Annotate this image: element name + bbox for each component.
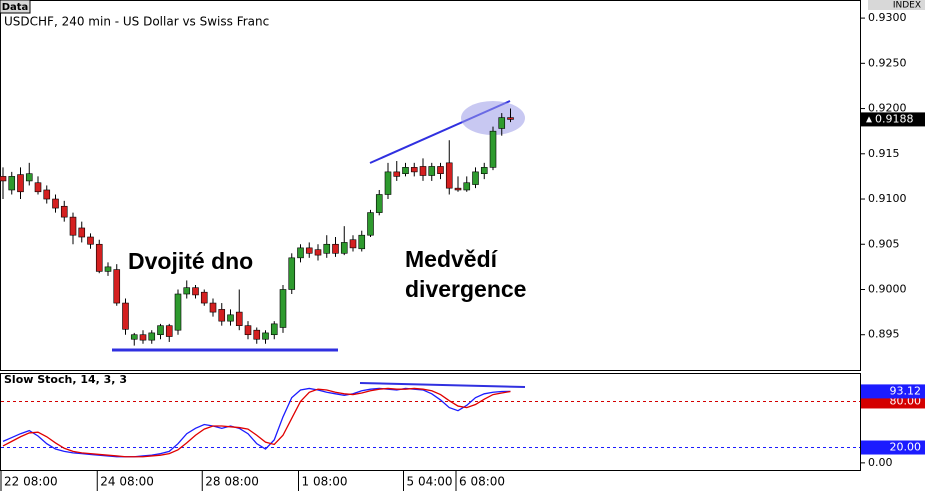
price-marker-arrow <box>866 116 872 123</box>
candle-body <box>17 174 24 193</box>
candle-body <box>270 323 278 336</box>
index-tab <box>868 0 925 10</box>
candle-body <box>34 182 42 193</box>
candle-body <box>507 117 514 120</box>
value-marker-label: 93.12 <box>890 384 922 397</box>
candle-body <box>297 247 304 259</box>
annotation: Medvědí divergence <box>405 246 527 302</box>
candle-body <box>445 162 453 189</box>
data-tab <box>0 0 31 14</box>
candle-body <box>95 243 103 272</box>
highlight <box>461 101 525 135</box>
candle-body <box>332 243 339 254</box>
candle-body <box>480 167 488 174</box>
candle-body <box>8 176 16 191</box>
y-tick-label: 0.9300 <box>868 11 907 24</box>
candle-body <box>253 329 261 340</box>
candle-body <box>148 332 156 341</box>
candle-body <box>104 266 112 272</box>
candle-body <box>87 236 94 245</box>
candle-body <box>69 216 77 236</box>
candle-body <box>279 289 287 328</box>
x-tick-label: 5 04:00 <box>407 475 453 489</box>
candle-body <box>454 187 462 191</box>
x-tick-label: 24 08:00 <box>100 475 154 489</box>
x-tick-label: 6 08:00 <box>459 475 505 489</box>
y-tick-label: 0.00 <box>868 456 893 469</box>
candle-body <box>165 325 173 337</box>
price-panel <box>0 0 861 371</box>
candle-body <box>0 176 7 182</box>
y-tick-label: 0.9200 <box>868 102 907 115</box>
candle-body <box>130 334 138 340</box>
candle-body <box>25 173 33 182</box>
candle-body <box>305 247 313 254</box>
candle-body <box>437 166 444 174</box>
price-marker-label: 0.9188 <box>875 112 914 125</box>
level-box <box>861 440 925 455</box>
candle-body <box>244 325 252 336</box>
y-tick-label: 0.905 <box>868 237 900 250</box>
candle-body <box>192 287 199 296</box>
y-tick-label: 0.895 <box>868 328 900 341</box>
candle-body <box>367 212 374 236</box>
candle-body <box>428 166 436 176</box>
stoch-line <box>2 387 511 458</box>
candle-body <box>402 167 409 174</box>
candle-body <box>52 198 59 209</box>
candle-body <box>419 166 427 176</box>
candle-body <box>183 287 191 295</box>
candle-body <box>227 314 234 322</box>
plot: 0.9300 0.9250 0.9200 0.915 0.9100 0.905 0.9000… <box>0 11 925 491</box>
candle-body <box>498 117 506 129</box>
data-tab-label: Data <box>2 2 29 13</box>
y-tick-label: 0.9250 <box>868 56 907 69</box>
index-label: INDEX <box>893 1 921 11</box>
stoch-panel <box>0 373 861 471</box>
candle-body <box>209 302 217 313</box>
candle-body <box>139 334 147 341</box>
candle-body <box>262 332 269 340</box>
candle-body <box>78 227 86 238</box>
candle-body <box>157 325 164 336</box>
x-tick-label: 28 08:00 <box>205 475 259 489</box>
level-label: 20.00 <box>890 441 922 454</box>
price-marker <box>861 112 925 127</box>
value-marker <box>861 384 925 399</box>
stoch-trend-line <box>359 382 526 388</box>
candle-body <box>314 249 322 256</box>
stoch-line <box>2 387 511 458</box>
candle-body <box>472 171 479 185</box>
candle-body <box>463 182 471 191</box>
x-tick-label: 1 08:00 <box>302 475 348 489</box>
candle-body <box>410 167 418 173</box>
y-tick-label: 0.915 <box>868 147 900 160</box>
candle-body <box>122 302 129 330</box>
annotation: Dvojité dno <box>128 248 254 274</box>
candle-body <box>200 291 208 304</box>
candle-body <box>358 234 366 250</box>
candle-body <box>235 311 243 326</box>
candle-body <box>218 309 226 322</box>
candle-body <box>349 239 357 249</box>
candle-body <box>489 130 497 168</box>
candle-body <box>375 194 383 213</box>
y-tick-label: 0.9000 <box>868 282 907 295</box>
candle-body <box>113 269 121 304</box>
candle-body <box>340 242 348 254</box>
candle-body <box>384 171 392 195</box>
y-tick-label: 0.9100 <box>868 192 907 205</box>
candle-body <box>60 205 68 218</box>
candle-body <box>43 189 51 200</box>
candle-body <box>174 293 182 331</box>
candle-body <box>323 243 331 254</box>
candle-body <box>288 257 296 290</box>
stoch-title: Slow Stoch, 14, 3, 3 <box>4 373 127 386</box>
candle-body <box>393 171 401 177</box>
chart-title: USDCHF, 240 min - US Dollar vs Swiss Fra… <box>4 15 269 29</box>
x-tick-label: 22 08:00 <box>4 475 58 489</box>
